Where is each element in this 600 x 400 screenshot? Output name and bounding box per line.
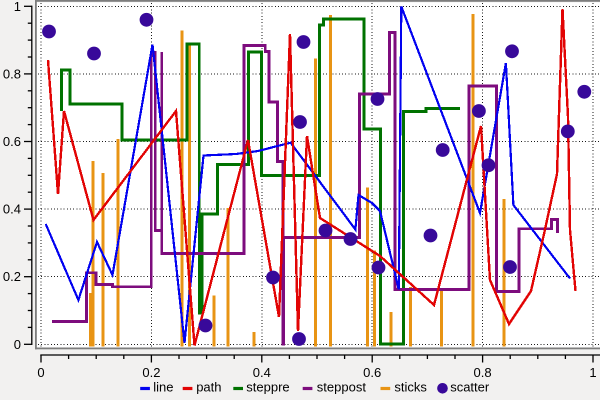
svg-text:sticks: sticks xyxy=(394,380,427,395)
svg-text:0.6: 0.6 xyxy=(363,365,381,380)
svg-text:scatter: scatter xyxy=(450,380,490,395)
svg-text:0: 0 xyxy=(14,337,21,352)
svg-text:0.4: 0.4 xyxy=(253,365,271,380)
svg-text:path: path xyxy=(196,380,221,395)
svg-text:steppre: steppre xyxy=(246,380,289,395)
svg-text:0.8: 0.8 xyxy=(3,66,21,81)
svg-text:line: line xyxy=(153,380,173,395)
svg-text:0.2: 0.2 xyxy=(3,269,21,284)
svg-text:steppost: steppost xyxy=(317,380,367,395)
svg-text:0.6: 0.6 xyxy=(3,134,21,149)
svg-text:1: 1 xyxy=(14,0,21,14)
svg-text:1: 1 xyxy=(589,365,596,380)
svg-text:0.8: 0.8 xyxy=(474,365,492,380)
svg-text:0: 0 xyxy=(37,365,44,380)
svg-text:0.2: 0.2 xyxy=(142,365,160,380)
svg-text:0.4: 0.4 xyxy=(3,202,21,217)
